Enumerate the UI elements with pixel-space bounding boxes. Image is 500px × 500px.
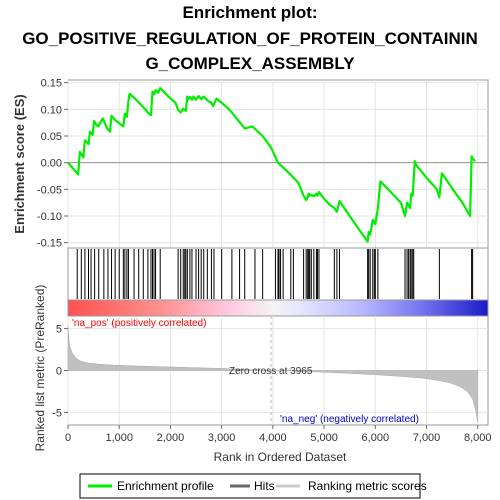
chart-title-line-2: GO_POSITIVE_REGULATION_OF_PROTEIN_CONTAI… [22,29,478,48]
es-y-tick-label: 0.10 [41,104,62,116]
metric-y-tick-label: -5 [52,407,62,419]
x-tick-label: 6,000 [362,432,390,444]
neg-correlated-label: 'na_neg' (negatively correlated) [280,414,419,425]
legend-enrichment-label: Enrichment profile [117,479,214,493]
chart-title-line-3: G_COMPLEX_ASSEMBLY [145,54,355,73]
x-axis-ticks: 0 1,000 2,000 3,000 4,000 5,000 6,000 7,000 8,00… [65,425,492,444]
es-y-tick-label: 0.15 [41,78,62,90]
metric-panel: 5 0 -5 'na_pos' (positively correlated) Ze… [52,315,489,426]
es-panel: 0.15 0.10 0.05 0.00 -0.05 -0.10 -0.15 [37,78,489,250]
zero-cross-label: Zero cross at 3965 [229,366,313,377]
es-gridlines [67,80,488,248]
x-tick-label: 1,000 [105,432,133,444]
es-y-tick-label: 0.05 [41,131,62,143]
x-tick-label: 2,000 [157,432,185,444]
x-tick-label: 7,000 [413,432,441,444]
x-axis-label: Rank in Ordered Dataset [214,450,347,464]
x-tick-label: 8,000 [464,432,492,444]
metric-y-tick-label: 5 [56,324,62,336]
legend-metric-label: Ranking metric scores [308,479,427,493]
es-y-tick-label: -0.05 [37,184,62,196]
legend: Enrichment profile Hits Ranking metric s… [79,473,427,499]
pos-correlated-label: 'na_pos' (positively correlated) [72,318,206,329]
chart-title-line-1: Enrichment plot: [182,3,317,22]
metric-y-ticks: 5 0 -5 [52,324,68,419]
es-y-tick-label: -0.15 [37,238,62,250]
es-y-tick-label: -0.10 [37,211,62,223]
es-y-axis-label: Enrichment score (ES) [12,94,27,233]
x-tick-label: 3,000 [208,432,236,444]
es-y-tick-label: 0.00 [41,158,62,170]
ranking-metric-area [67,326,479,423]
hits-lines [76,249,474,299]
x-tick-label: 5,000 [310,432,338,444]
legend-hits-label: Hits [254,479,275,493]
rank-color-bar-fill [67,299,489,317]
metric-y-axis-label: Ranked list metric (PreRanked) [33,285,47,452]
enrichment-profile-line [67,86,476,243]
x-tick-label: 0 [65,432,71,444]
x-tick-label: 4,000 [259,432,287,444]
rank-color-bar [67,299,489,317]
es-y-ticks: 0.15 0.10 0.05 0.00 -0.05 -0.10 -0.15 [37,78,68,250]
metric-y-tick-label: 0 [56,366,62,378]
hits-panel [67,247,489,301]
